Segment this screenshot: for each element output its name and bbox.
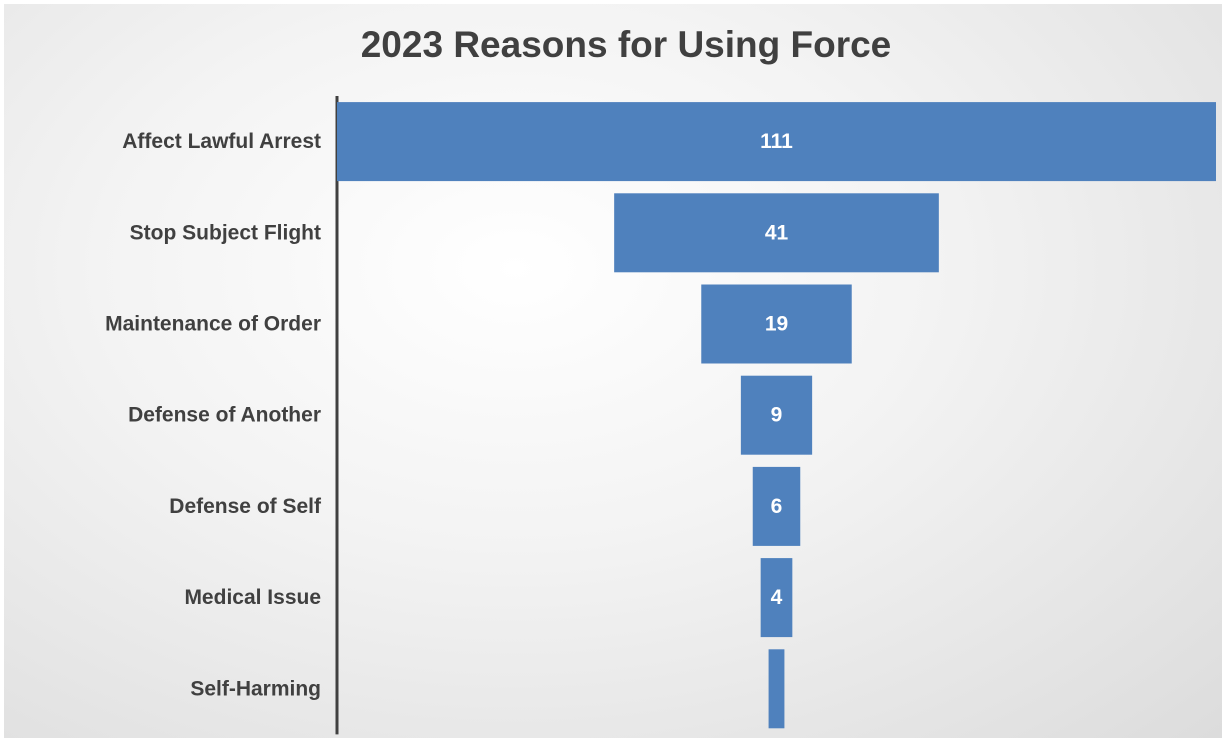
category-label: Stop Subject Flight [130,221,321,244]
data-label: 41 [765,221,789,244]
funnel-bar [740,375,813,455]
category-label: Affect Lawful Arrest [122,130,321,153]
data-label: 6 [771,495,783,518]
chart-title: 2023 Reasons for Using Force [360,24,892,65]
funnel-bar [752,466,801,546]
data-label: 4 [771,586,783,609]
chart-panel: 2023 Reasons for Using Force Affect Lawf… [4,4,1222,738]
category-label: Medical Issue [184,586,321,609]
category-label: Self-Harming [190,677,321,700]
funnel-bar [760,558,793,638]
funnel-chart: Affect Lawful Arrest 111 Stop Subject Flig… [105,96,1216,735]
funnel-bar [768,649,785,729]
data-label: 111 [760,130,793,153]
funnel-bar [337,102,1216,182]
data-label: 19 [765,313,788,336]
category-label: Maintenance of Order [105,313,321,336]
category-label: Defense of Self [169,495,322,518]
funnel-bar [614,193,939,273]
data-label: 9 [771,404,783,427]
category-label: Defense of Another [128,404,321,427]
funnel-bar [701,284,852,364]
